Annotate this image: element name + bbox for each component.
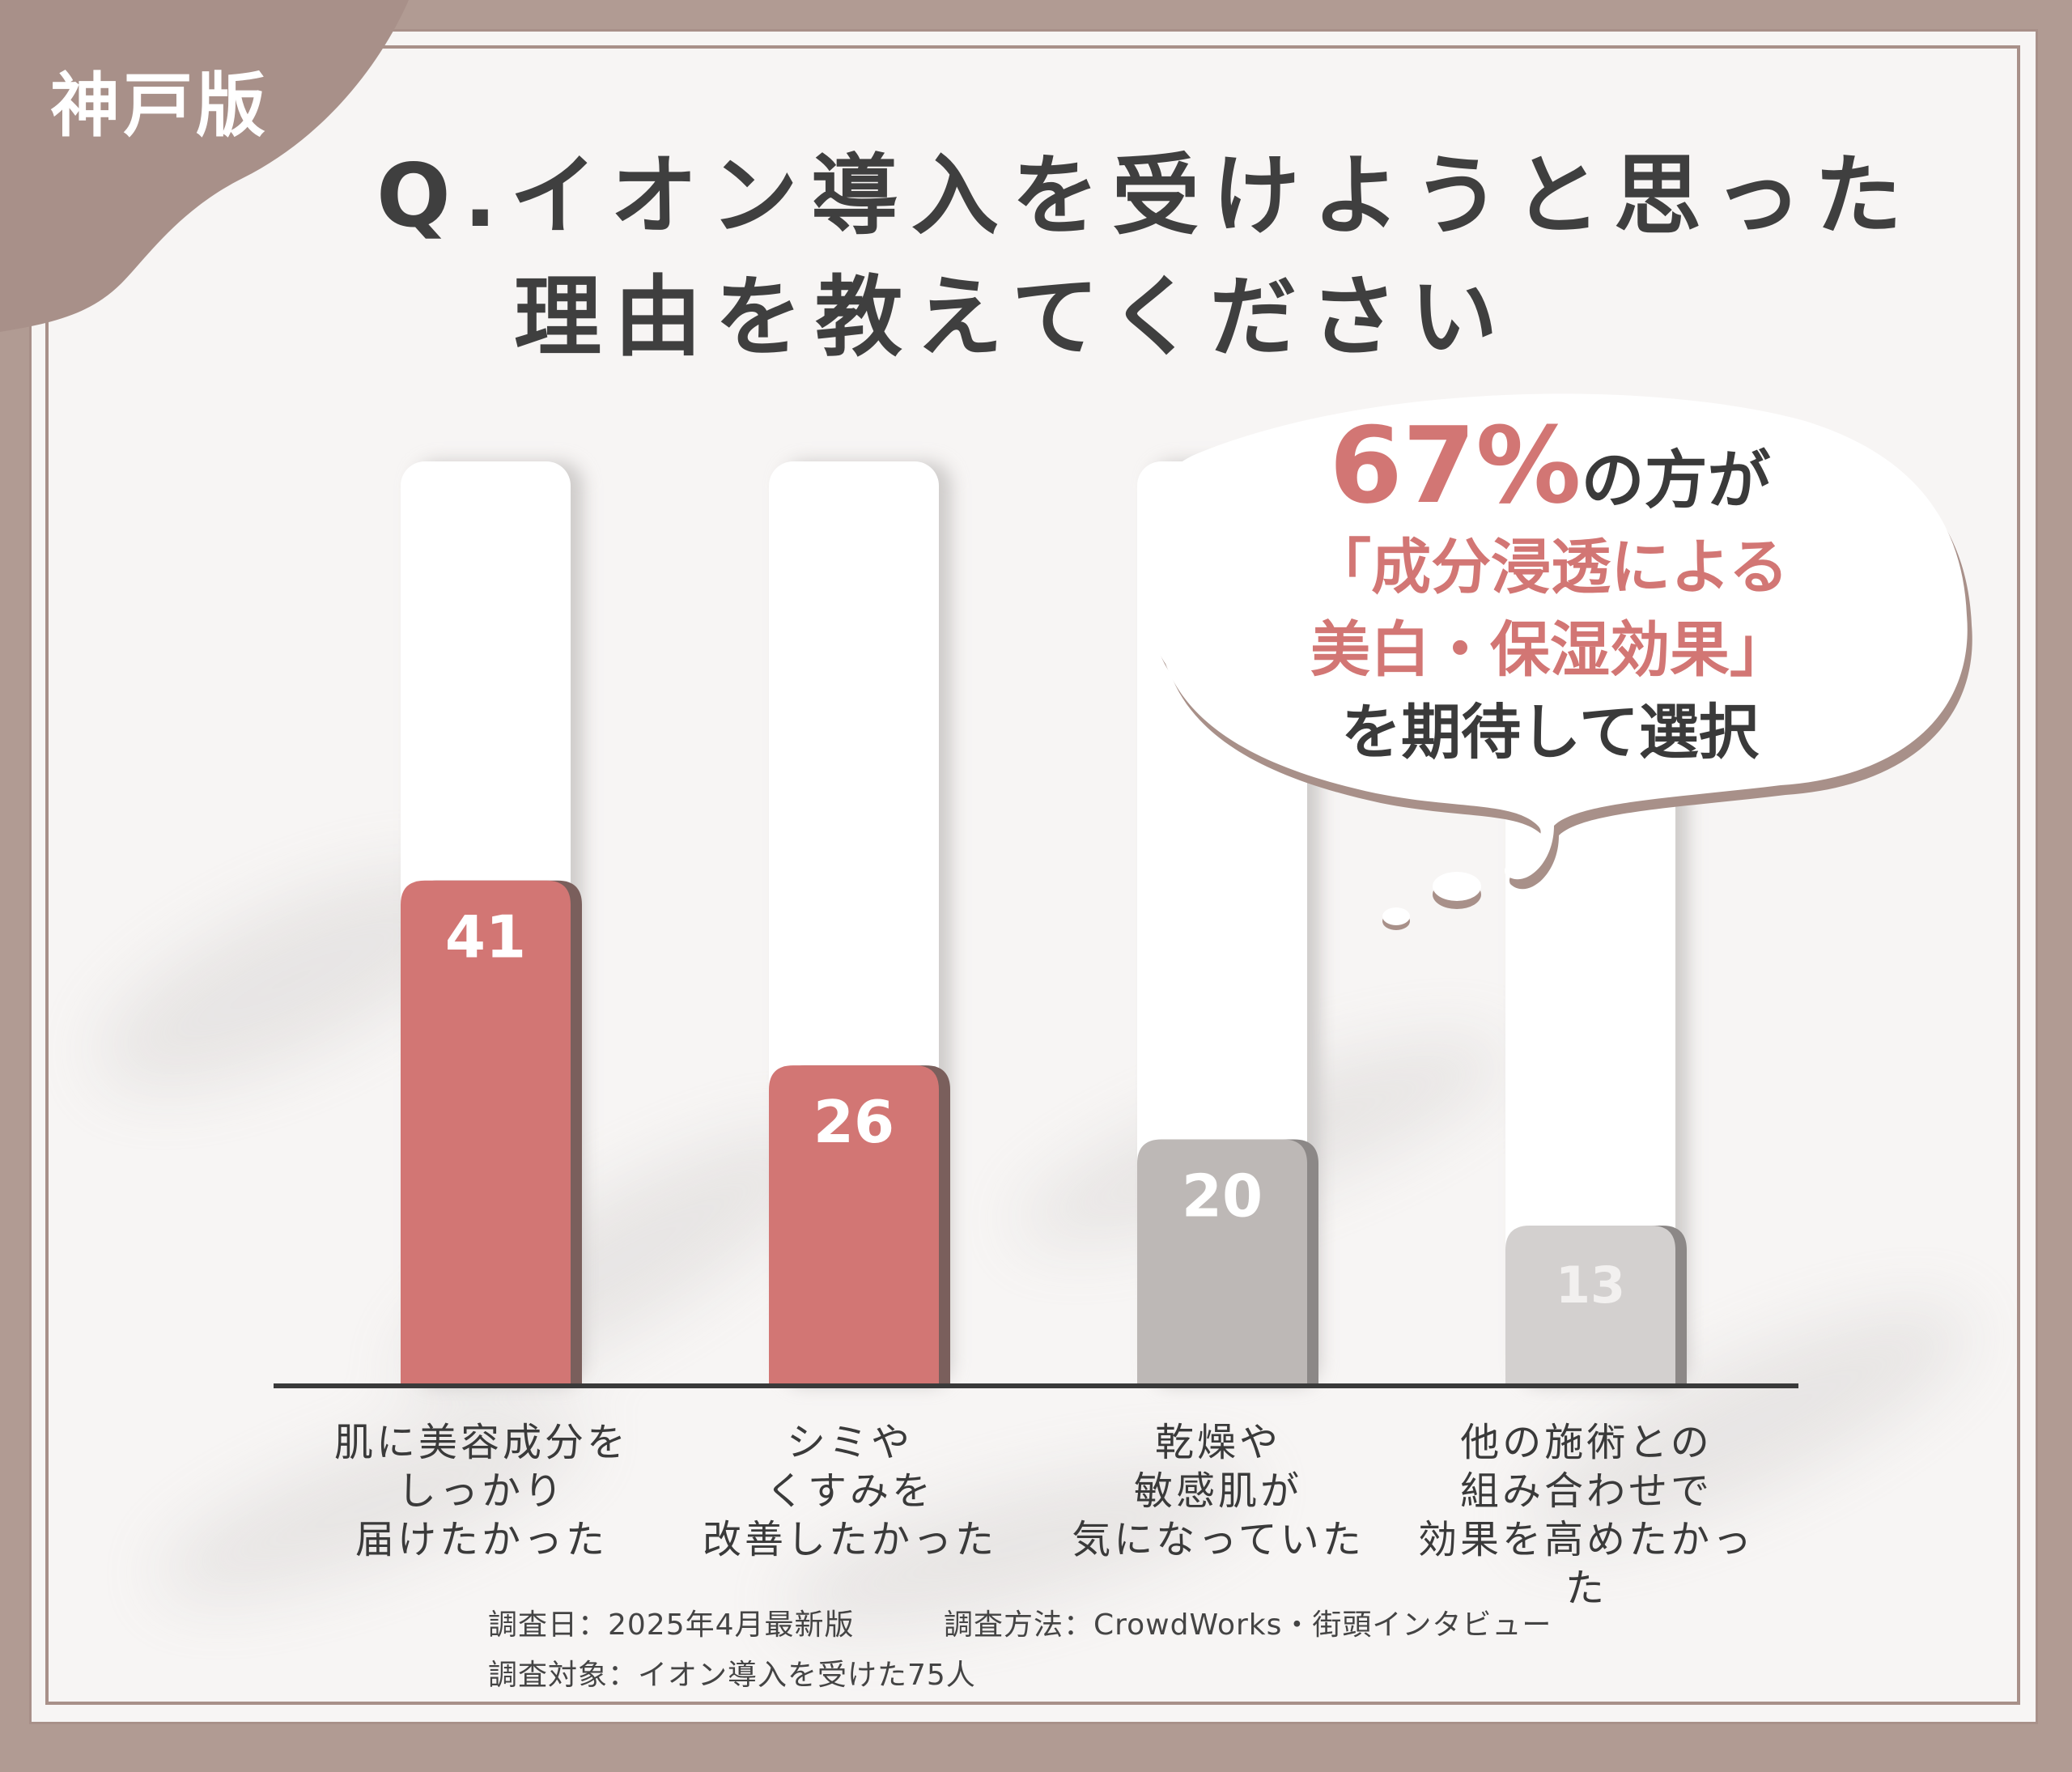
survey-date: 調査日：2025年4月最新版 <box>488 1608 855 1642</box>
category-label-2: シミや くすみを 改善したかった <box>702 1420 997 1562</box>
bar-value-label-4: 13 <box>1556 1256 1625 1315</box>
category-label-1: 肌に美容成分を しっかり 届けたかった <box>333 1420 629 1562</box>
category-label-3: 乾燥や 敏感肌が 気になっていた <box>1072 1420 1365 1562</box>
callout-line-2: 「成分浸透による <box>1311 533 1789 602</box>
title-line-2: 理由を教えてください <box>514 267 1511 368</box>
corner-badge <box>0 0 409 332</box>
bar-3 <box>1137 1139 1307 1386</box>
bar-value-label-2: 26 <box>813 1088 894 1156</box>
callout-percent: 67% <box>1329 404 1582 527</box>
survey-target: 調査対象：イオン導入を受けた75人 <box>488 1659 976 1692</box>
callout-text: 67%の方が 「成分浸透による 美白・保湿効果」 を期待して選択 <box>1133 405 1967 774</box>
bar-value-label-1: 41 <box>445 903 526 971</box>
category-label-4: 他の施術との 組み合わせで 効果を高めたかった <box>1417 1420 1755 1611</box>
bar-4 <box>1505 1226 1675 1386</box>
bar-1 <box>401 880 571 1386</box>
bar-2 <box>769 1065 939 1386</box>
callout-suffix: の方が <box>1581 444 1771 517</box>
survey-method: 調査方法：CrowdWorks・街頭インタビュー <box>944 1608 1552 1642</box>
region-label: 神戸版 <box>50 66 269 147</box>
callout-line-3: 美白・保湿効果」 <box>1310 615 1790 685</box>
title-line-1: Q.イオン導入を受けようと思った <box>376 146 1915 247</box>
thought-bubble <box>1139 393 1972 930</box>
bar-value-label-3: 20 <box>1182 1162 1263 1230</box>
question-title: Q.イオン導入を受けようと思った 理由を教えてください <box>376 136 1915 379</box>
callout-line-4: を期待して選択 <box>1341 698 1759 767</box>
inner-frame <box>45 45 2020 1705</box>
